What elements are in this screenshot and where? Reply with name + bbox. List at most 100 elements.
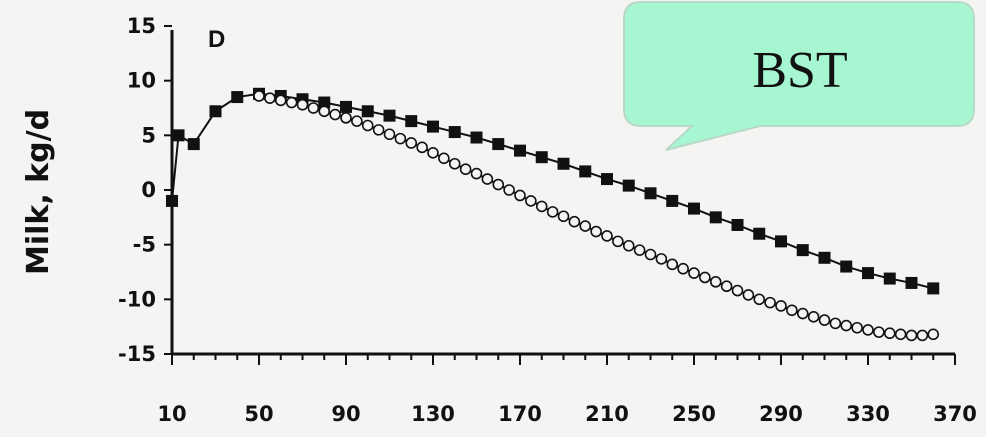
data-point-circle (361, 119, 374, 132)
data-point-square (927, 282, 940, 295)
data-point-square (688, 202, 700, 215)
data-point-circle (601, 230, 613, 242)
series-open-circle (253, 90, 940, 342)
data-point-circle (742, 289, 755, 301)
data-point-square (840, 260, 853, 273)
data-point-circle (274, 94, 287, 107)
data-point-square (492, 138, 505, 151)
data-point-circle (318, 105, 331, 118)
data-point-square (709, 211, 722, 224)
data-point-circle (786, 304, 798, 317)
data-point-square (166, 194, 178, 207)
data-point-circle (677, 262, 689, 275)
data-point-square (231, 91, 244, 104)
data-point-circle (807, 311, 820, 323)
y-tick-label: 10 (127, 69, 156, 93)
data-point-circle (481, 173, 494, 185)
data-point-circle (340, 112, 352, 124)
data-point-circle (514, 189, 526, 202)
y-axis-label: Milk, kg/d (21, 109, 56, 275)
data-point-circle (829, 317, 842, 330)
data-point-circle (655, 253, 668, 265)
data-point-square (383, 109, 396, 122)
data-point-circle (709, 276, 722, 288)
data-point-circle (688, 267, 700, 279)
data-point-circle (753, 293, 766, 306)
data-point-circle (459, 163, 472, 176)
data-point-square (775, 235, 787, 248)
data-point-circle (916, 329, 929, 342)
data-point-circle (394, 132, 407, 145)
data-point-circle (525, 195, 537, 207)
data-point-square (818, 251, 831, 264)
callout-bubble (623, 1, 975, 151)
data-point-circle (644, 248, 657, 261)
data-point-circle (372, 124, 385, 136)
data-point-square (883, 272, 896, 285)
data-point-circle (285, 96, 298, 109)
y-tick-label: -10 (118, 287, 156, 311)
data-point-circle (503, 184, 515, 196)
y-tick-label: 5 (141, 123, 156, 147)
data-point-square (905, 276, 918, 289)
data-point-circle (351, 115, 363, 127)
data-point-circle (764, 296, 776, 309)
data-point-circle (612, 235, 624, 248)
data-point-circle (731, 284, 744, 297)
data-point-circle (796, 307, 809, 320)
data-point-circle (840, 319, 853, 332)
data-point-square (644, 187, 657, 200)
data-point-circle (535, 200, 548, 213)
data-point-circle (427, 147, 439, 159)
data-point-circle (405, 137, 418, 149)
data-point-circle (568, 215, 581, 228)
data-point-square (427, 120, 439, 133)
data-point-circle (492, 178, 505, 191)
data-point-square (514, 144, 526, 157)
data-point-circle (329, 108, 341, 121)
x-tick-label: 50 (244, 402, 273, 426)
data-point-circle (416, 141, 428, 154)
data-point-square (579, 165, 592, 178)
data-point-circle (622, 239, 635, 252)
series-layer (166, 87, 940, 342)
data-point-circle (470, 167, 483, 180)
y-ticks: 15 10 5 0 -5 -10 -15 (118, 14, 172, 366)
x-tick-label: 10 (157, 402, 186, 426)
data-point-circle (927, 328, 940, 341)
data-point-circle (873, 326, 885, 338)
data-point-square (753, 227, 766, 240)
x-tick-label: 370 (933, 402, 977, 426)
data-point-circle (775, 300, 787, 312)
data-point-square (405, 115, 418, 128)
data-point-circle (862, 324, 874, 336)
y-tick-label: -5 (133, 233, 156, 257)
data-point-circle (633, 244, 646, 256)
data-point-circle (894, 328, 907, 341)
data-point-circle (666, 258, 679, 271)
data-point-circle (438, 152, 450, 165)
data-point-square (666, 194, 679, 207)
data-point-circle (590, 225, 602, 238)
data-point-square (340, 100, 352, 113)
data-point-square (731, 218, 744, 231)
series-line (258, 94, 934, 337)
data-point-circle (818, 314, 831, 326)
data-point-circle (546, 206, 559, 218)
data-point-square (862, 267, 874, 280)
x-tick-label: 90 (331, 402, 360, 426)
panel-label: D (208, 26, 225, 53)
data-point-square (796, 244, 809, 257)
bst-callout: BST (623, 1, 975, 151)
data-point-square (361, 105, 374, 118)
x-tick-label: 210 (585, 402, 629, 426)
data-point-circle (699, 271, 711, 284)
y-tick-label: 0 (141, 178, 156, 202)
x-tick-label: 290 (759, 402, 803, 426)
data-point-square (318, 96, 331, 109)
data-point-square (601, 173, 613, 186)
data-point-circle (883, 327, 896, 340)
data-point-circle (296, 98, 309, 111)
